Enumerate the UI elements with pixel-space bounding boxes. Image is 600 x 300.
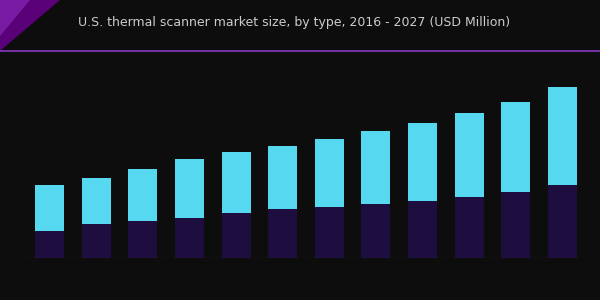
Bar [455, 113, 484, 197]
Bar [408, 123, 437, 201]
Bar [502, 192, 530, 258]
Bar [502, 102, 530, 192]
Bar [221, 152, 251, 213]
Bar [128, 169, 157, 221]
Bar [315, 207, 344, 258]
Text: U.S. thermal scanner market size, by type, 2016 - 2027 (USD Million): U.S. thermal scanner market size, by typ… [78, 16, 510, 29]
Bar [82, 178, 110, 224]
Bar [175, 159, 204, 218]
Bar [268, 209, 297, 258]
Bar [268, 146, 297, 209]
Bar [175, 218, 204, 258]
Bar [221, 213, 251, 258]
Polygon shape [0, 0, 60, 51]
Bar [455, 197, 484, 258]
Polygon shape [0, 0, 30, 36]
Bar [361, 204, 391, 258]
Bar [82, 224, 110, 258]
Bar [315, 139, 344, 207]
Bar [408, 201, 437, 258]
Bar [128, 221, 157, 258]
Bar [548, 185, 577, 258]
Bar [35, 231, 64, 258]
Bar [35, 185, 64, 231]
Bar [548, 87, 577, 185]
Bar [361, 131, 391, 204]
